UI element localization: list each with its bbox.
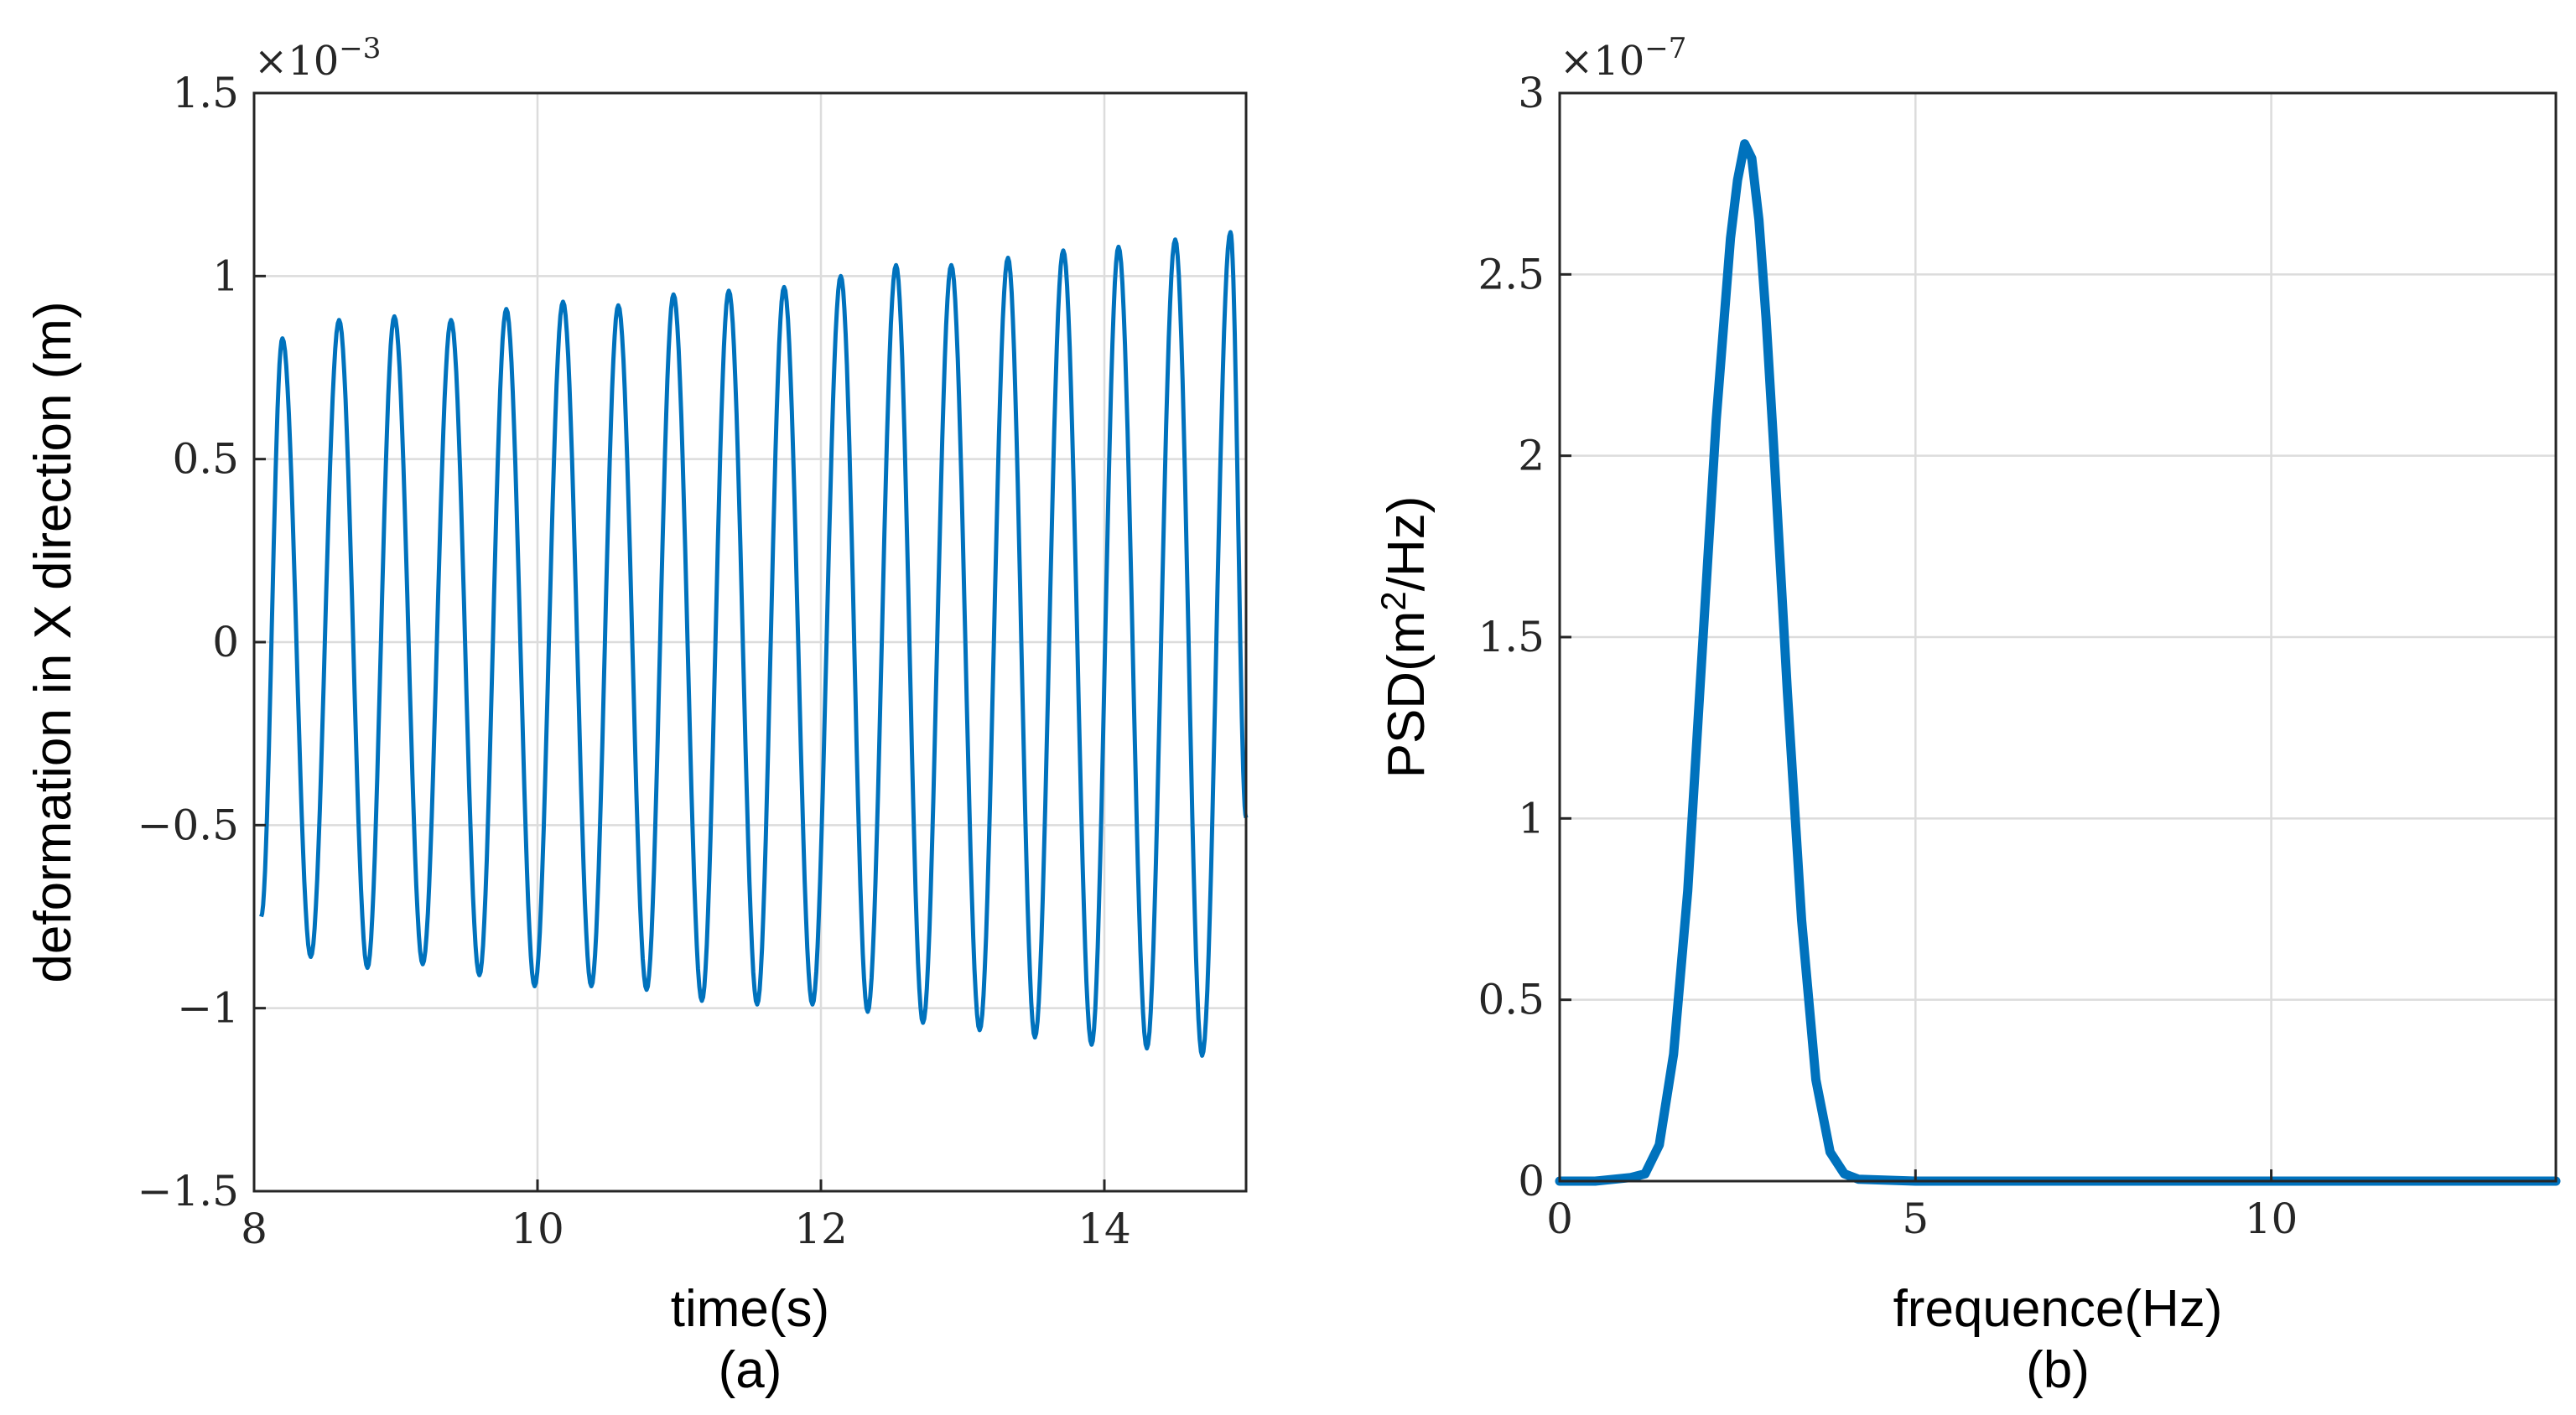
panel-a-exp-power: −3 bbox=[339, 32, 381, 65]
panel-a-deformation-line bbox=[259, 230, 1249, 1058]
panel-a-ticks: 8 10 12 14 −1.5 −1 −0.5 0 0.5 1 1.5 bbox=[138, 69, 1131, 1253]
a-y-tick-label: −0.5 bbox=[138, 801, 239, 849]
panel-b-caption: (b) bbox=[2026, 1341, 2090, 1399]
b-y-tick-label: 0.5 bbox=[1478, 976, 1545, 1024]
panel-b-psd-line bbox=[1555, 139, 2561, 1186]
a-y-tick-label: −1 bbox=[177, 984, 239, 1033]
b-y-tick-label: 3 bbox=[1518, 69, 1545, 117]
panel-a-x-label: time(s) bbox=[671, 1280, 829, 1338]
b-y-tick-label: 0 bbox=[1518, 1157, 1545, 1205]
a-y-tick-label: 0 bbox=[212, 618, 239, 666]
a-x-tick-label: 10 bbox=[511, 1205, 564, 1253]
b-x-tick-label: 0 bbox=[1546, 1195, 1573, 1243]
a-y-tick-label: 1.5 bbox=[172, 69, 239, 117]
panel-b-y-label-sup: 2 bbox=[1374, 591, 1413, 610]
a-x-tick-label: 8 bbox=[241, 1205, 267, 1253]
panel-b-x-label: frequence(Hz) bbox=[1893, 1280, 2223, 1338]
panel-a-y-label: deformation in X direction (m) bbox=[24, 301, 82, 982]
panel-b-ticks: 0 5 10 0 0.5 1 1.5 2 2.5 3 bbox=[1478, 69, 2298, 1243]
b-y-tick-label: 1 bbox=[1518, 794, 1545, 842]
panel-b-exp-base: ×10 bbox=[1560, 38, 1644, 85]
b-y-tick-label: 2.5 bbox=[1478, 250, 1545, 298]
panel-b-psd: 0 5 10 0 0.5 1 1.5 2 2.5 3 ×10−7 frequence(Hz) PS… bbox=[1374, 32, 2561, 1399]
panel-b-y-label-pre: PSD(m bbox=[1378, 611, 1436, 779]
a-y-tick-label: 1 bbox=[212, 251, 239, 300]
panel-a-exp-base: ×10 bbox=[254, 38, 339, 85]
panel-a-time-series: 8 10 12 14−1.5−1−0.500.511.5 ×10−3 time(s) … bbox=[24, 32, 1249, 1399]
panel-b-y-exponent: ×10−7 bbox=[1560, 32, 1686, 85]
b-y-tick-label: 2 bbox=[1518, 432, 1545, 480]
b-x-tick-label: 10 bbox=[2245, 1195, 2298, 1243]
panel-b-y-label: PSD(m2/Hz) bbox=[1374, 496, 1436, 779]
panel-b-exp-power: −7 bbox=[1644, 32, 1686, 65]
panel-a-y-exponent: ×10−3 bbox=[254, 32, 381, 85]
a-y-tick-label: −1.5 bbox=[138, 1167, 239, 1215]
a-x-tick-label: 14 bbox=[1078, 1205, 1131, 1253]
a-y-tick-label: 0.5 bbox=[172, 435, 239, 484]
b-y-tick-label: 1.5 bbox=[1478, 613, 1545, 661]
panel-a-caption: (a) bbox=[719, 1341, 782, 1399]
b-x-tick-label: 5 bbox=[1902, 1195, 1929, 1243]
panel-b-y-label-post: /Hz) bbox=[1378, 496, 1436, 592]
a-x-tick-label: 12 bbox=[794, 1205, 848, 1253]
